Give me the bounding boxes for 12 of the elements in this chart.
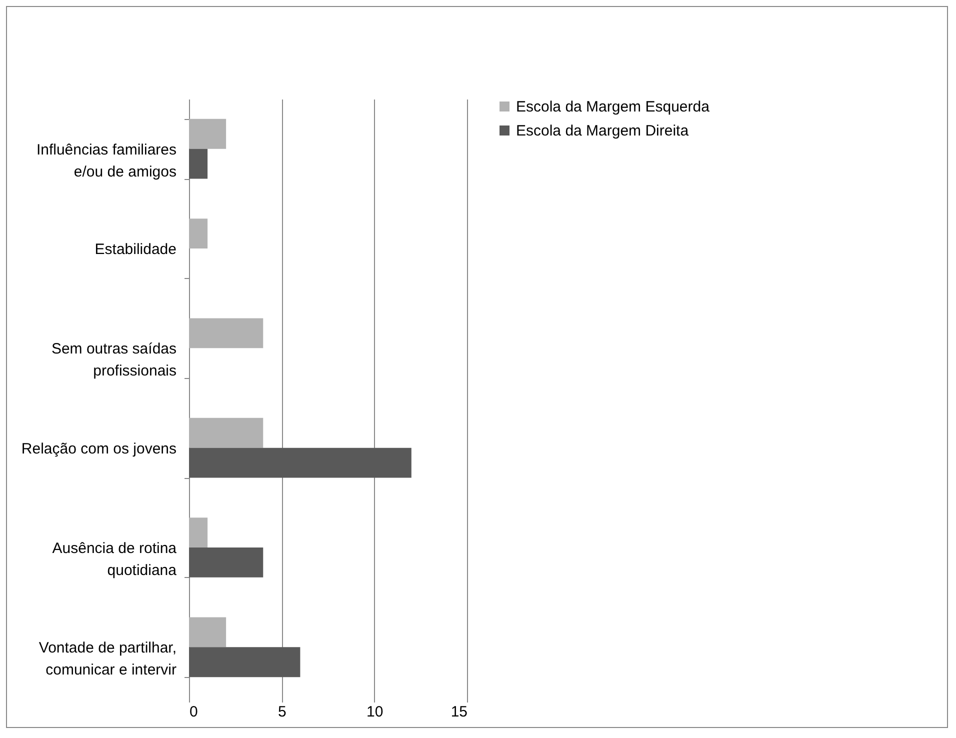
x-tick-label: 10: [366, 704, 384, 720]
y-tick-label: Sem outras saídas profissionais: [51, 340, 176, 380]
legend-label: Escola da Margem Direita: [516, 122, 690, 140]
y-tick-label: Relação com os jovens: [21, 440, 176, 458]
x-tick-label: 15: [450, 704, 468, 720]
x-tick-label: 0: [190, 704, 198, 720]
y-tick-label: Estabilidade: [94, 241, 176, 258]
y-tick-label: Vontade de partilhar, comunicar e intervir: [38, 640, 176, 679]
y-tick-label: Influências familiares e/ou de amigos: [36, 141, 176, 180]
legend-label: Escola da Margem Esquerda: [516, 98, 710, 116]
y-tick-label: Ausência de rotina quotidiana: [52, 540, 178, 579]
x-tick-label: 5: [278, 704, 286, 720]
